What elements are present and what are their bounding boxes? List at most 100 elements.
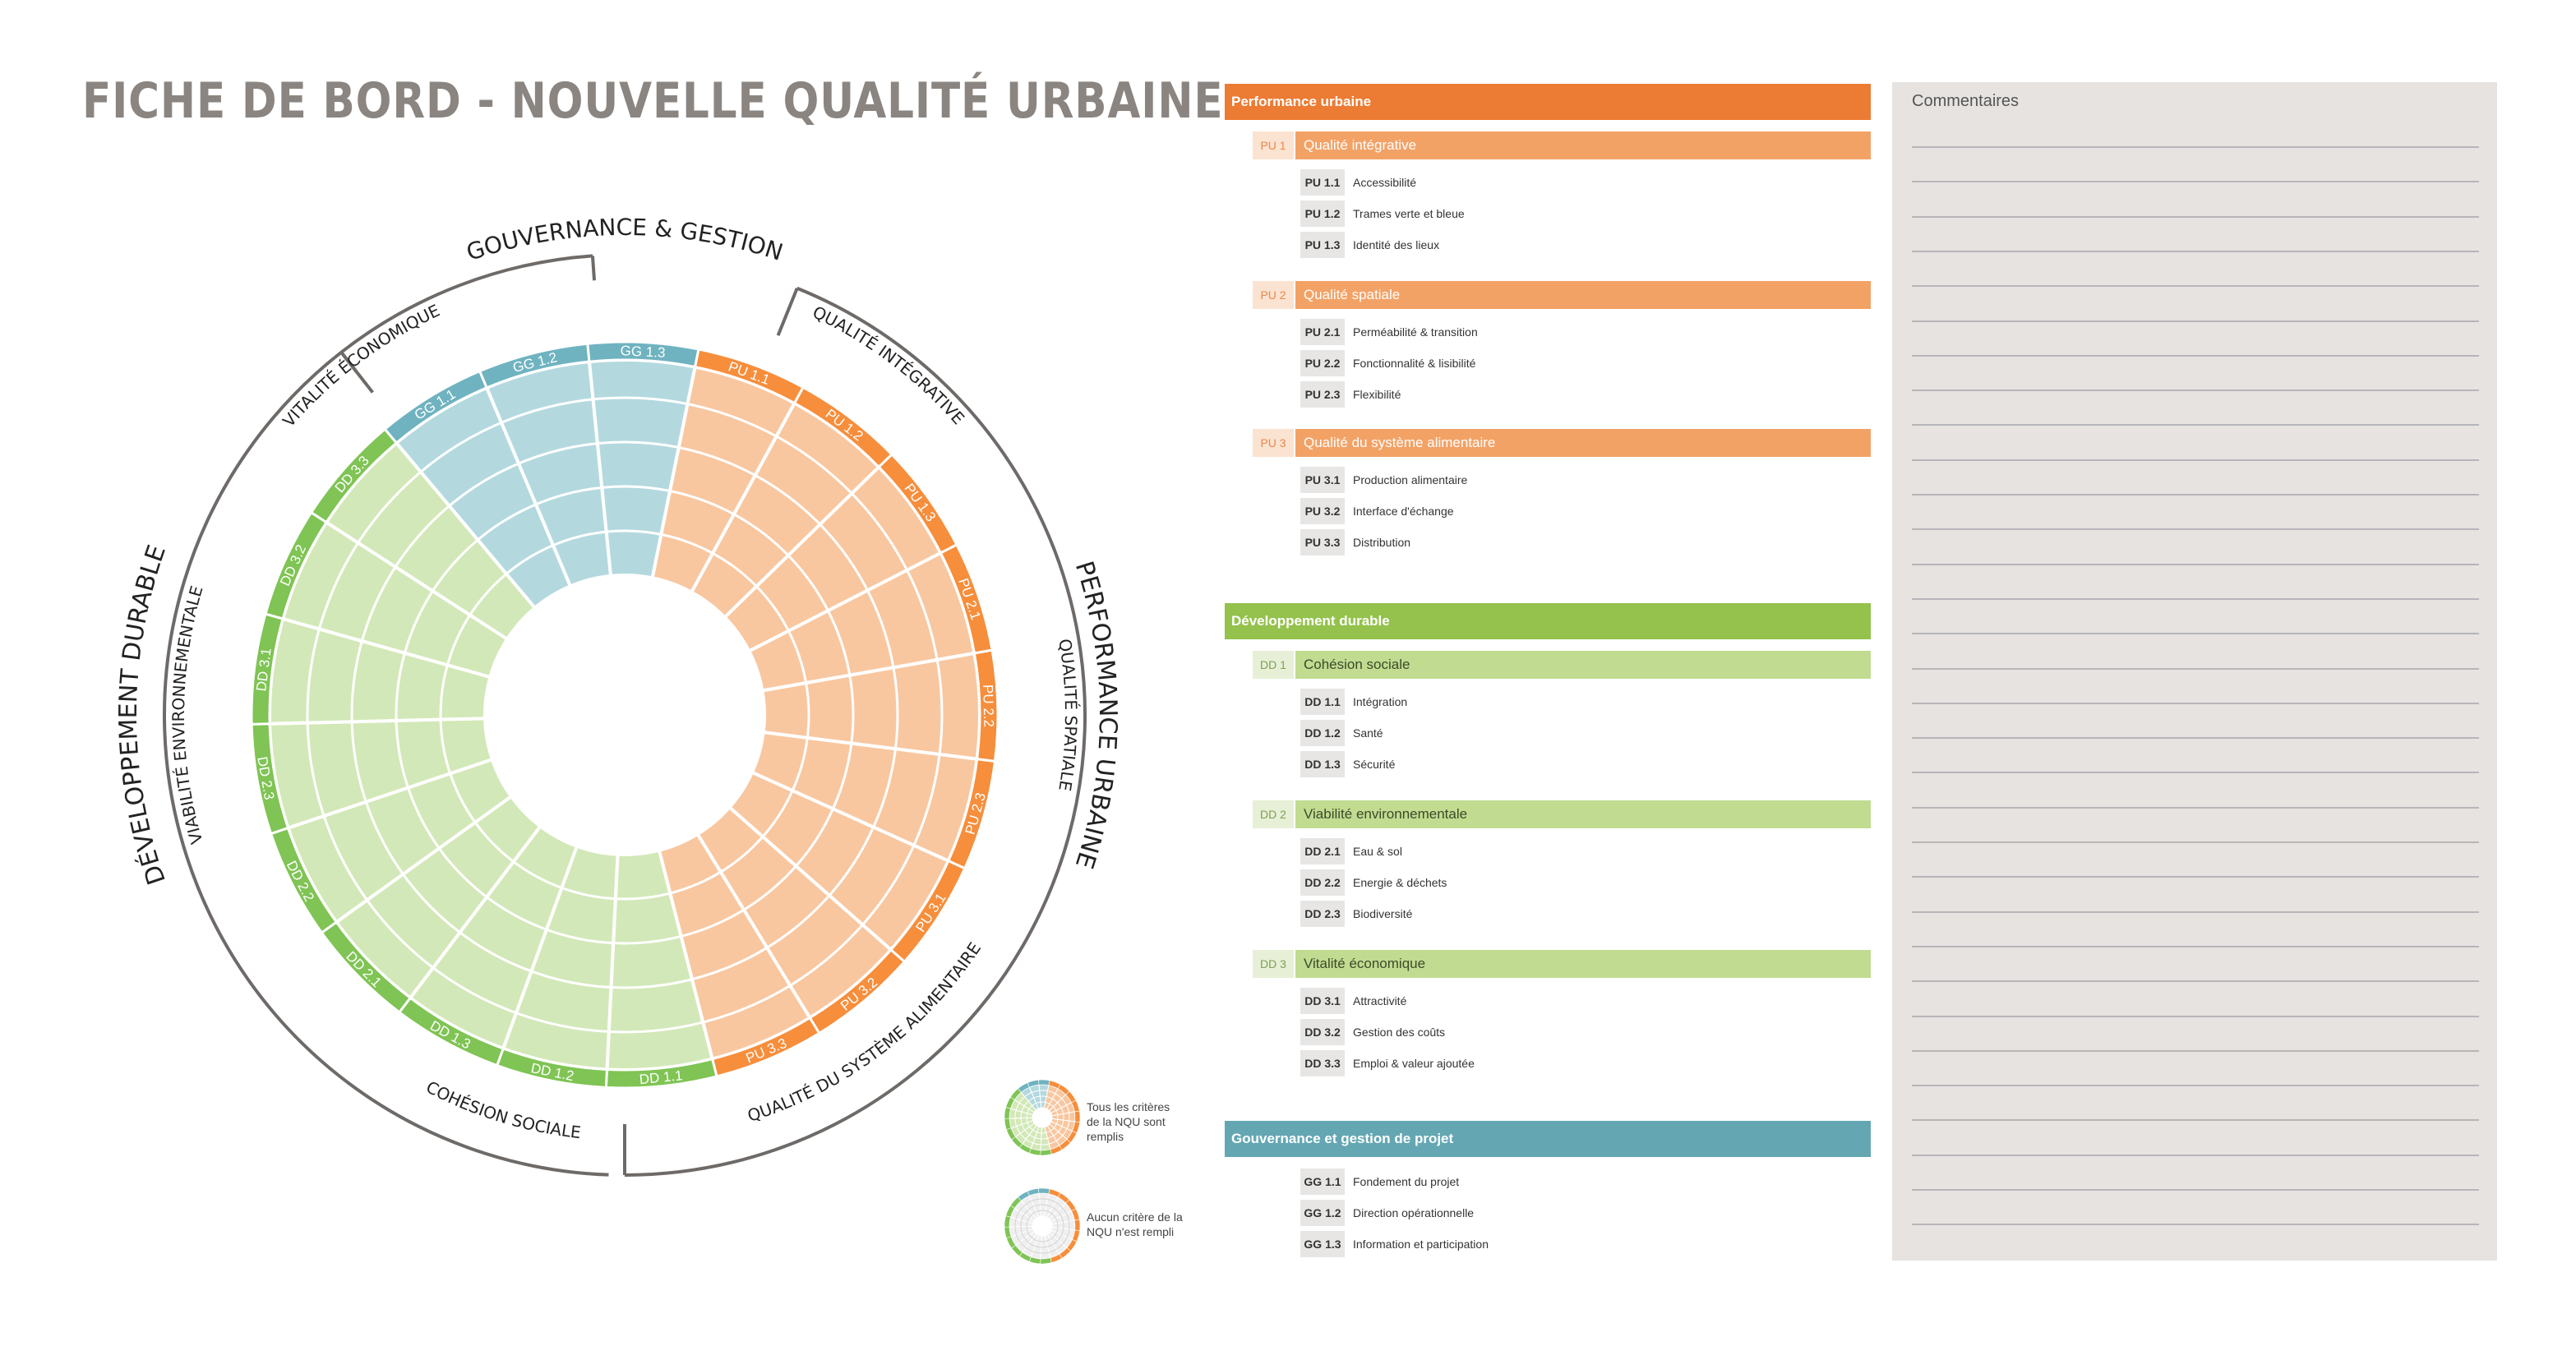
- criterion-label: Attractivité: [1353, 994, 1407, 1007]
- comment-line[interactable]: [1912, 1049, 2479, 1052]
- comment-line[interactable]: [1912, 876, 2479, 878]
- subsection-pu2: PU 2 Qualité spatiale: [1253, 281, 1871, 309]
- comment-line[interactable]: [1912, 737, 2479, 740]
- comment-line[interactable]: [1912, 285, 2479, 288]
- subsection-dd1: DD 1 Cohésion sociale: [1253, 651, 1871, 679]
- subsection-code: DD 2: [1253, 800, 1294, 828]
- comment-line[interactable]: [1912, 354, 2479, 357]
- criterion-code: DD 2.1: [1300, 838, 1345, 864]
- criterion-label: Accessibilité: [1353, 176, 1417, 189]
- criterion-pu-2-1: PU 2.1 Perméabilité & transition: [1300, 319, 1478, 345]
- subsection-dd3: DD 3 Vitalité économique: [1253, 950, 1871, 978]
- comment-line[interactable]: [1912, 563, 2479, 565]
- comment-line[interactable]: [1912, 945, 2479, 947]
- subsection-pu3: PU 3 Qualité du système alimentaire: [1253, 429, 1871, 457]
- criterion-code: PU 2.2: [1300, 350, 1345, 376]
- criterion-label: Eau & sol: [1353, 845, 1402, 858]
- criterion-code: PU 2.1: [1300, 319, 1345, 345]
- criterion-code: DD 2.2: [1300, 869, 1345, 896]
- subsection-label: Viabilité environnementale: [1295, 800, 1871, 828]
- comment-line[interactable]: [1912, 146, 2479, 148]
- sub-group-label: QUALITÉ SPATIALE: [1055, 638, 1081, 793]
- comment-line[interactable]: [1912, 980, 2479, 983]
- comment-line[interactable]: [1912, 1224, 2479, 1226]
- criterion-dd-3-2: DD 3.2 Gestion des coûts: [1300, 1019, 1445, 1045]
- comment-line[interactable]: [1912, 806, 2479, 809]
- wheel-ring: [350, 440, 899, 989]
- comment-line[interactable]: [1912, 320, 2479, 322]
- criterion-code: DD 3.1: [1300, 988, 1345, 1014]
- group-divider: [590, 256, 597, 281]
- criterion-pu-1-2: PU 1.2 Trames verte et bleue: [1300, 201, 1465, 227]
- criterion-label: Direction opérationnelle: [1353, 1206, 1475, 1219]
- subsection-code: PU 3: [1253, 429, 1294, 457]
- group-label-gouvernance: GOUVERNANCE & GESTION: [463, 214, 786, 266]
- page-title: FICHE DE BORD - NOUVELLE QUALITÉ URBAINE: [82, 72, 1224, 130]
- criterion-dd-3-1: DD 3.1 Attractivité: [1300, 988, 1406, 1014]
- criterion-label: Information et participation: [1353, 1238, 1489, 1251]
- criterion-pu-3-3: PU 3.3 Distribution: [1300, 529, 1410, 555]
- section-header-performance-urbaine: Performance urbaine: [1225, 84, 1871, 120]
- criterion-label: Biodiversité: [1353, 907, 1413, 920]
- criterion-label: Fondement du projet: [1353, 1175, 1460, 1188]
- group-arc: [624, 286, 1087, 1177]
- criterion-pu-2-3: PU 2.3 Flexibilité: [1300, 381, 1401, 408]
- comment-line[interactable]: [1912, 1015, 2479, 1017]
- comment-line[interactable]: [1912, 1189, 2479, 1191]
- comment-line[interactable]: [1912, 667, 2479, 670]
- criterion-gg-1-2: GG 1.2 Direction opérationnelle: [1300, 1200, 1474, 1226]
- group-divider: [339, 351, 358, 373]
- comment-line[interactable]: [1912, 250, 2479, 252]
- criterion-label: Intégration: [1353, 695, 1408, 708]
- comments-heading: Commentaires: [1912, 92, 2020, 110]
- comments-panel[interactable]: Commentaires: [1892, 82, 2497, 1261]
- wheel-center: [485, 575, 764, 855]
- legend-empty-text: Aucun critère de la NQU n'est rempli: [1087, 1210, 1183, 1238]
- criterion-code: PU 3.3: [1300, 529, 1345, 555]
- criterion-label: Flexibilité: [1353, 388, 1401, 401]
- criterion-label: Distribution: [1353, 536, 1411, 549]
- criterion-code: PU 3.1: [1300, 467, 1345, 493]
- nqu-wheel-chart: GG 1.1GG 1.2 GG 1.3PU 1.1PU 1.2PU 1.3PU 2…: [114, 214, 1122, 1177]
- criterion-pu-3-1: PU 3.1 Production alimentaire: [1300, 467, 1467, 493]
- legend-empty-wheel-icon: [1004, 1187, 1081, 1265]
- criterion-code: PU 3.2: [1300, 498, 1345, 524]
- criterion-pu-1-3: PU 1.3 Identité des lieux: [1300, 232, 1439, 258]
- criterion-code: DD 3.3: [1300, 1050, 1345, 1076]
- comment-line[interactable]: [1912, 424, 2479, 426]
- criterion-code: GG 1.3: [1300, 1231, 1345, 1257]
- subsection-code: DD 1: [1253, 651, 1294, 679]
- comment-line[interactable]: [1912, 1085, 2479, 1087]
- comment-line[interactable]: [1912, 597, 2479, 600]
- criterion-label: Trames verte et bleue: [1353, 207, 1465, 220]
- comment-line[interactable]: [1912, 841, 2479, 843]
- criterion-gg-1-1: GG 1.1 Fondement du projet: [1300, 1169, 1459, 1195]
- comment-line[interactable]: [1912, 702, 2479, 704]
- criterion-dd-2-3: DD 2.3 Biodiversité: [1300, 901, 1412, 927]
- comment-line[interactable]: [1912, 390, 2479, 392]
- comment-line[interactable]: [1912, 459, 2479, 461]
- criterion-label: Interface d'échange: [1353, 505, 1454, 518]
- subsection-label: Cohésion sociale: [1295, 651, 1871, 679]
- criterion-gg-1-3: GG 1.3 Information et participation: [1300, 1231, 1489, 1257]
- comment-line[interactable]: [1912, 528, 2479, 531]
- criterion-code: PU 2.3: [1300, 381, 1345, 408]
- criterion-label: Santé: [1353, 726, 1383, 740]
- criterion-pu-2-2: PU 2.2 Fonctionnalité & lisibilité: [1300, 350, 1475, 376]
- criterion-code: DD 1.3: [1300, 751, 1345, 777]
- criterion-label: Identité des lieux: [1353, 238, 1440, 251]
- comment-line[interactable]: [1912, 1154, 2479, 1156]
- criterion-code: DD 3.2: [1300, 1019, 1345, 1045]
- criterion-dd-1-1: DD 1.1 Intégration: [1300, 689, 1407, 715]
- comment-line[interactable]: [1912, 1119, 2479, 1122]
- comment-line[interactable]: [1912, 910, 2479, 913]
- criterion-label: Production alimentaire: [1353, 473, 1468, 486]
- comment-line[interactable]: [1912, 494, 2479, 496]
- comment-line[interactable]: [1912, 215, 2479, 218]
- subsection-label: Qualité spatiale: [1295, 281, 1871, 309]
- criterion-label: Sécurité: [1353, 758, 1396, 771]
- comment-line[interactable]: [1912, 181, 2479, 183]
- criterion-label: Gestion des coûts: [1353, 1026, 1446, 1039]
- comment-line[interactable]: [1912, 772, 2479, 774]
- comment-line[interactable]: [1912, 633, 2479, 635]
